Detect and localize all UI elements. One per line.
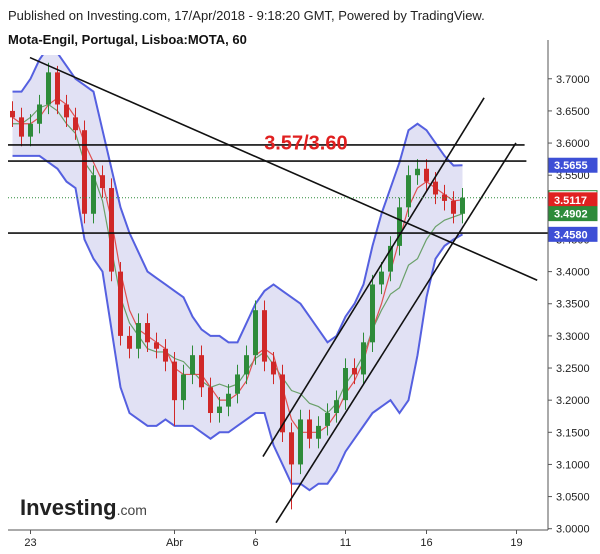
y-tick-label: 3.6000 <box>556 138 590 150</box>
candle-body <box>235 374 240 394</box>
candle-body <box>361 342 366 375</box>
candle-body <box>154 342 159 349</box>
candle-body <box>424 168 429 182</box>
candle-body <box>271 361 276 375</box>
trend-line <box>275 142 517 524</box>
candle-body <box>199 355 204 388</box>
y-tick-label: 3.1500 <box>556 427 590 439</box>
candle-body <box>109 188 114 272</box>
y-tick-label: 3.4000 <box>556 267 590 279</box>
x-tick-label: 19 <box>510 537 522 549</box>
candle-body <box>379 271 384 285</box>
y-tick-label: 3.2000 <box>556 395 590 407</box>
candle-body <box>163 348 168 362</box>
y-tick-label: 3.6500 <box>556 106 590 118</box>
x-tick-label: 16 <box>420 537 432 549</box>
candle-body <box>37 104 42 124</box>
price-label-box <box>548 226 598 242</box>
price-label: 3.5655 <box>554 160 588 172</box>
trend-line <box>262 97 485 458</box>
candle-body <box>127 335 132 349</box>
candle-body <box>172 361 177 401</box>
price-label: 3.4902 <box>554 209 588 221</box>
candle-body <box>370 284 375 343</box>
candle-body <box>55 72 60 105</box>
price-label-box <box>548 157 598 173</box>
candle-body <box>352 368 357 375</box>
candle-body <box>28 123 33 137</box>
candle-body <box>73 117 78 131</box>
y-tick-label: 3.5500 <box>556 170 590 182</box>
candle-body <box>190 355 195 375</box>
candle-body <box>19 117 24 137</box>
candle-body <box>388 245 393 272</box>
plot-area <box>10 55 465 510</box>
logo-suffix: .com <box>117 502 147 518</box>
published-note: Published on Investing.com, 17/Apr/2018 … <box>8 8 485 23</box>
candle-body <box>226 393 231 407</box>
candle-body <box>442 194 447 201</box>
y-tick-label: 3.3000 <box>556 331 590 343</box>
candle-body <box>253 310 258 356</box>
candle-body <box>406 175 411 208</box>
y-tick-label: 3.0500 <box>556 492 590 504</box>
logo-main: Investing <box>20 495 117 520</box>
candle-body <box>208 387 213 414</box>
candle-body <box>82 130 87 214</box>
candle-body <box>91 175 96 214</box>
chart-title: Mota-Engil, Portugal, Lisboa:MOTA, 60 <box>8 32 247 47</box>
candle-body <box>217 406 222 414</box>
y-tick-label: 3.3500 <box>556 299 590 311</box>
candle-body <box>289 432 294 465</box>
y-tick-label: 3.0000 <box>556 524 590 536</box>
candle-body <box>433 181 438 195</box>
candle-body <box>298 419 303 465</box>
candle-body <box>343 368 348 401</box>
indicator-line <box>12 154 463 492</box>
x-tick-label: 23 <box>24 537 36 549</box>
price-label: 3.5117 <box>554 195 587 207</box>
candle-body <box>100 175 105 189</box>
candle-body <box>334 400 339 414</box>
candle-body <box>451 200 456 214</box>
candle-body <box>280 374 285 433</box>
candle-body <box>46 72 51 105</box>
x-tick-label: Abr <box>166 537 183 549</box>
annotation: 3.57/3.60 <box>264 132 347 154</box>
candle-body <box>244 355 249 375</box>
candle-body <box>10 110 15 118</box>
y-tick-label: 3.7000 <box>556 74 590 86</box>
y-tick-label: 3.1000 <box>556 459 590 471</box>
candle-body <box>415 168 420 176</box>
indicator-line <box>12 55 463 344</box>
y-tick-label: 3.2500 <box>556 363 590 375</box>
candle-body <box>397 207 402 246</box>
candle-body <box>316 425 321 439</box>
x-tick-label: 11 <box>340 537 351 549</box>
logo: Investing.com <box>20 495 147 520</box>
candle-body <box>64 104 69 118</box>
candle-body <box>325 413 330 426</box>
candle-body <box>181 374 186 401</box>
x-tick-label: 6 <box>252 537 258 549</box>
candle-body <box>307 419 312 439</box>
candle-body <box>262 310 267 362</box>
candle-body <box>118 271 123 336</box>
price-label-box <box>548 206 598 222</box>
price-label: 3.4580 <box>554 229 588 241</box>
candle-body <box>136 323 141 349</box>
candle-body <box>145 323 150 343</box>
candle-body <box>460 197 465 214</box>
band-fill <box>12 55 463 491</box>
